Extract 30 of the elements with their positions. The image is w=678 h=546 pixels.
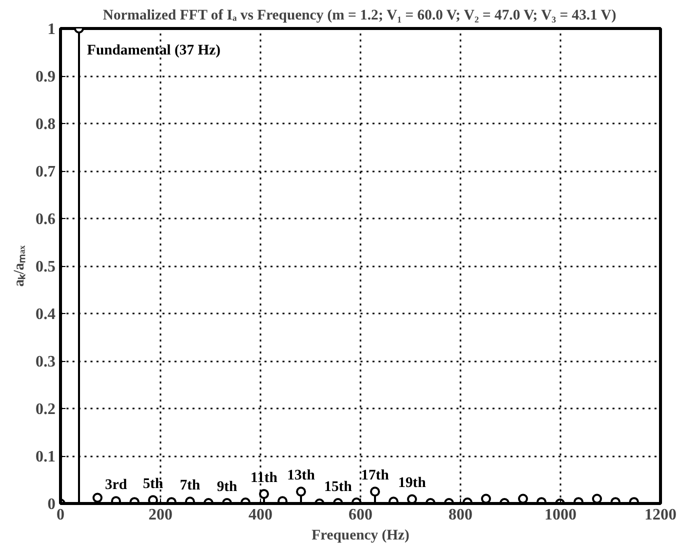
- x-tick-label: 1200: [644, 506, 676, 524]
- y-tick-label: 0.1: [36, 448, 56, 466]
- y-tick-label: 0.4: [36, 306, 56, 323]
- x-tick-label: 800: [448, 506, 472, 524]
- chart-title: Normalized FFT of Iₐ vs Frequency (m = 1.2; V₁ = 60.0 V; V₂ = 47.0 V; V₃ = 43.1 V): [102, 8, 616, 24]
- annotation: 7th: [180, 478, 200, 494]
- x-tick-label: 1000: [544, 506, 576, 524]
- annotation: 15th: [324, 479, 352, 496]
- annotation: 19th: [398, 475, 426, 492]
- x-tick-label: 200: [148, 506, 172, 524]
- x-tick-label: 600: [348, 506, 372, 524]
- annotation: 3rd: [105, 477, 127, 494]
- y-tick-label: 0.7: [36, 164, 56, 180]
- y-axis-title: aₖ/aₘₐₓ: [12, 244, 28, 287]
- annotation: 9th: [216, 479, 238, 496]
- y-tick-label: 0.3: [36, 354, 56, 370]
- annotation: 17th: [361, 468, 389, 484]
- annotation: 13th: [287, 468, 315, 484]
- y-tick-label: 0.6: [36, 211, 56, 228]
- y-tick-label: 0.8: [36, 116, 56, 133]
- y-tick-label: 0.2: [36, 401, 56, 418]
- annotation: Fundamental (37 Hz): [87, 42, 221, 58]
- y-tick-label: 0.9: [36, 68, 56, 86]
- x-tick-label: 400: [248, 506, 272, 524]
- y-tick-label: 1: [48, 21, 56, 38]
- annotation: 5th: [142, 476, 164, 492]
- x-axis-title: Frequency (Hz): [312, 528, 410, 544]
- y-tick-label: 0: [48, 496, 56, 513]
- y-tick-label: 0.5: [36, 258, 56, 276]
- annotation: 11th: [250, 470, 278, 486]
